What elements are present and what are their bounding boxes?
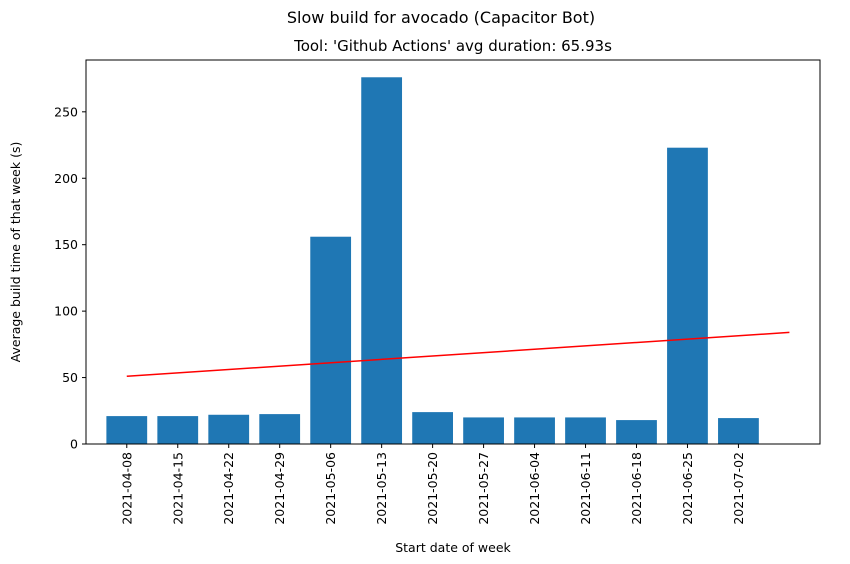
- x-tick-label: 2021-06-04: [527, 452, 542, 525]
- x-tick-label: 2021-07-02: [731, 452, 746, 525]
- chart-suptitle: Slow build for avocado (Capacitor Bot): [287, 8, 595, 27]
- bar: [616, 420, 657, 444]
- plot-frame: [85, 59, 821, 445]
- trend-line: [126, 331, 790, 377]
- bar: [565, 417, 606, 444]
- bar: [463, 417, 504, 444]
- x-axis-label: Start date of week: [395, 540, 511, 555]
- x-tick-label: 2021-05-13: [374, 452, 389, 525]
- bar: [361, 77, 403, 445]
- x-tick-label: 2021-05-27: [476, 452, 491, 525]
- bar: [259, 414, 301, 444]
- x-tick-label: 2021-05-20: [425, 452, 440, 525]
- plot-area: [106, 77, 790, 445]
- bar: [157, 416, 199, 444]
- y-axis-label: Average build time of that week (s): [8, 142, 23, 363]
- bar: [208, 414, 250, 444]
- y-tick-label: 250: [54, 104, 78, 119]
- x-axis: 2021-04-08 2021-04-15 2021-04-22 2021-04-29…: [119, 444, 746, 525]
- y-tick-label: 50: [62, 370, 78, 385]
- bar: [106, 416, 148, 444]
- y-axis: 0 50 100 150 200 250: [54, 104, 86, 452]
- x-tick-label: 2021-05-06: [323, 452, 338, 525]
- x-tick-label: 2021-04-15: [170, 452, 185, 525]
- y-tick-label: 100: [54, 304, 78, 319]
- x-tick-label: 2021-06-11: [578, 452, 593, 525]
- x-tick-label: 2021-06-25: [680, 452, 695, 525]
- bar: [718, 418, 759, 444]
- chart-title: Tool: 'Github Actions' avg duration: 65.…: [293, 37, 612, 55]
- x-tick-label: 2021-04-22: [221, 452, 236, 525]
- bar: [310, 236, 352, 444]
- y-tick-label: 0: [70, 437, 78, 452]
- bar: [667, 147, 708, 444]
- x-tick-label: 2021-04-29: [272, 452, 287, 525]
- x-tick-label: 2021-04-08: [119, 452, 134, 525]
- bar: [412, 412, 453, 444]
- x-tick-label: 2021-06-18: [629, 452, 644, 525]
- y-tick-label: 150: [54, 237, 78, 252]
- bar: [514, 417, 555, 444]
- y-tick-label: 200: [54, 171, 78, 186]
